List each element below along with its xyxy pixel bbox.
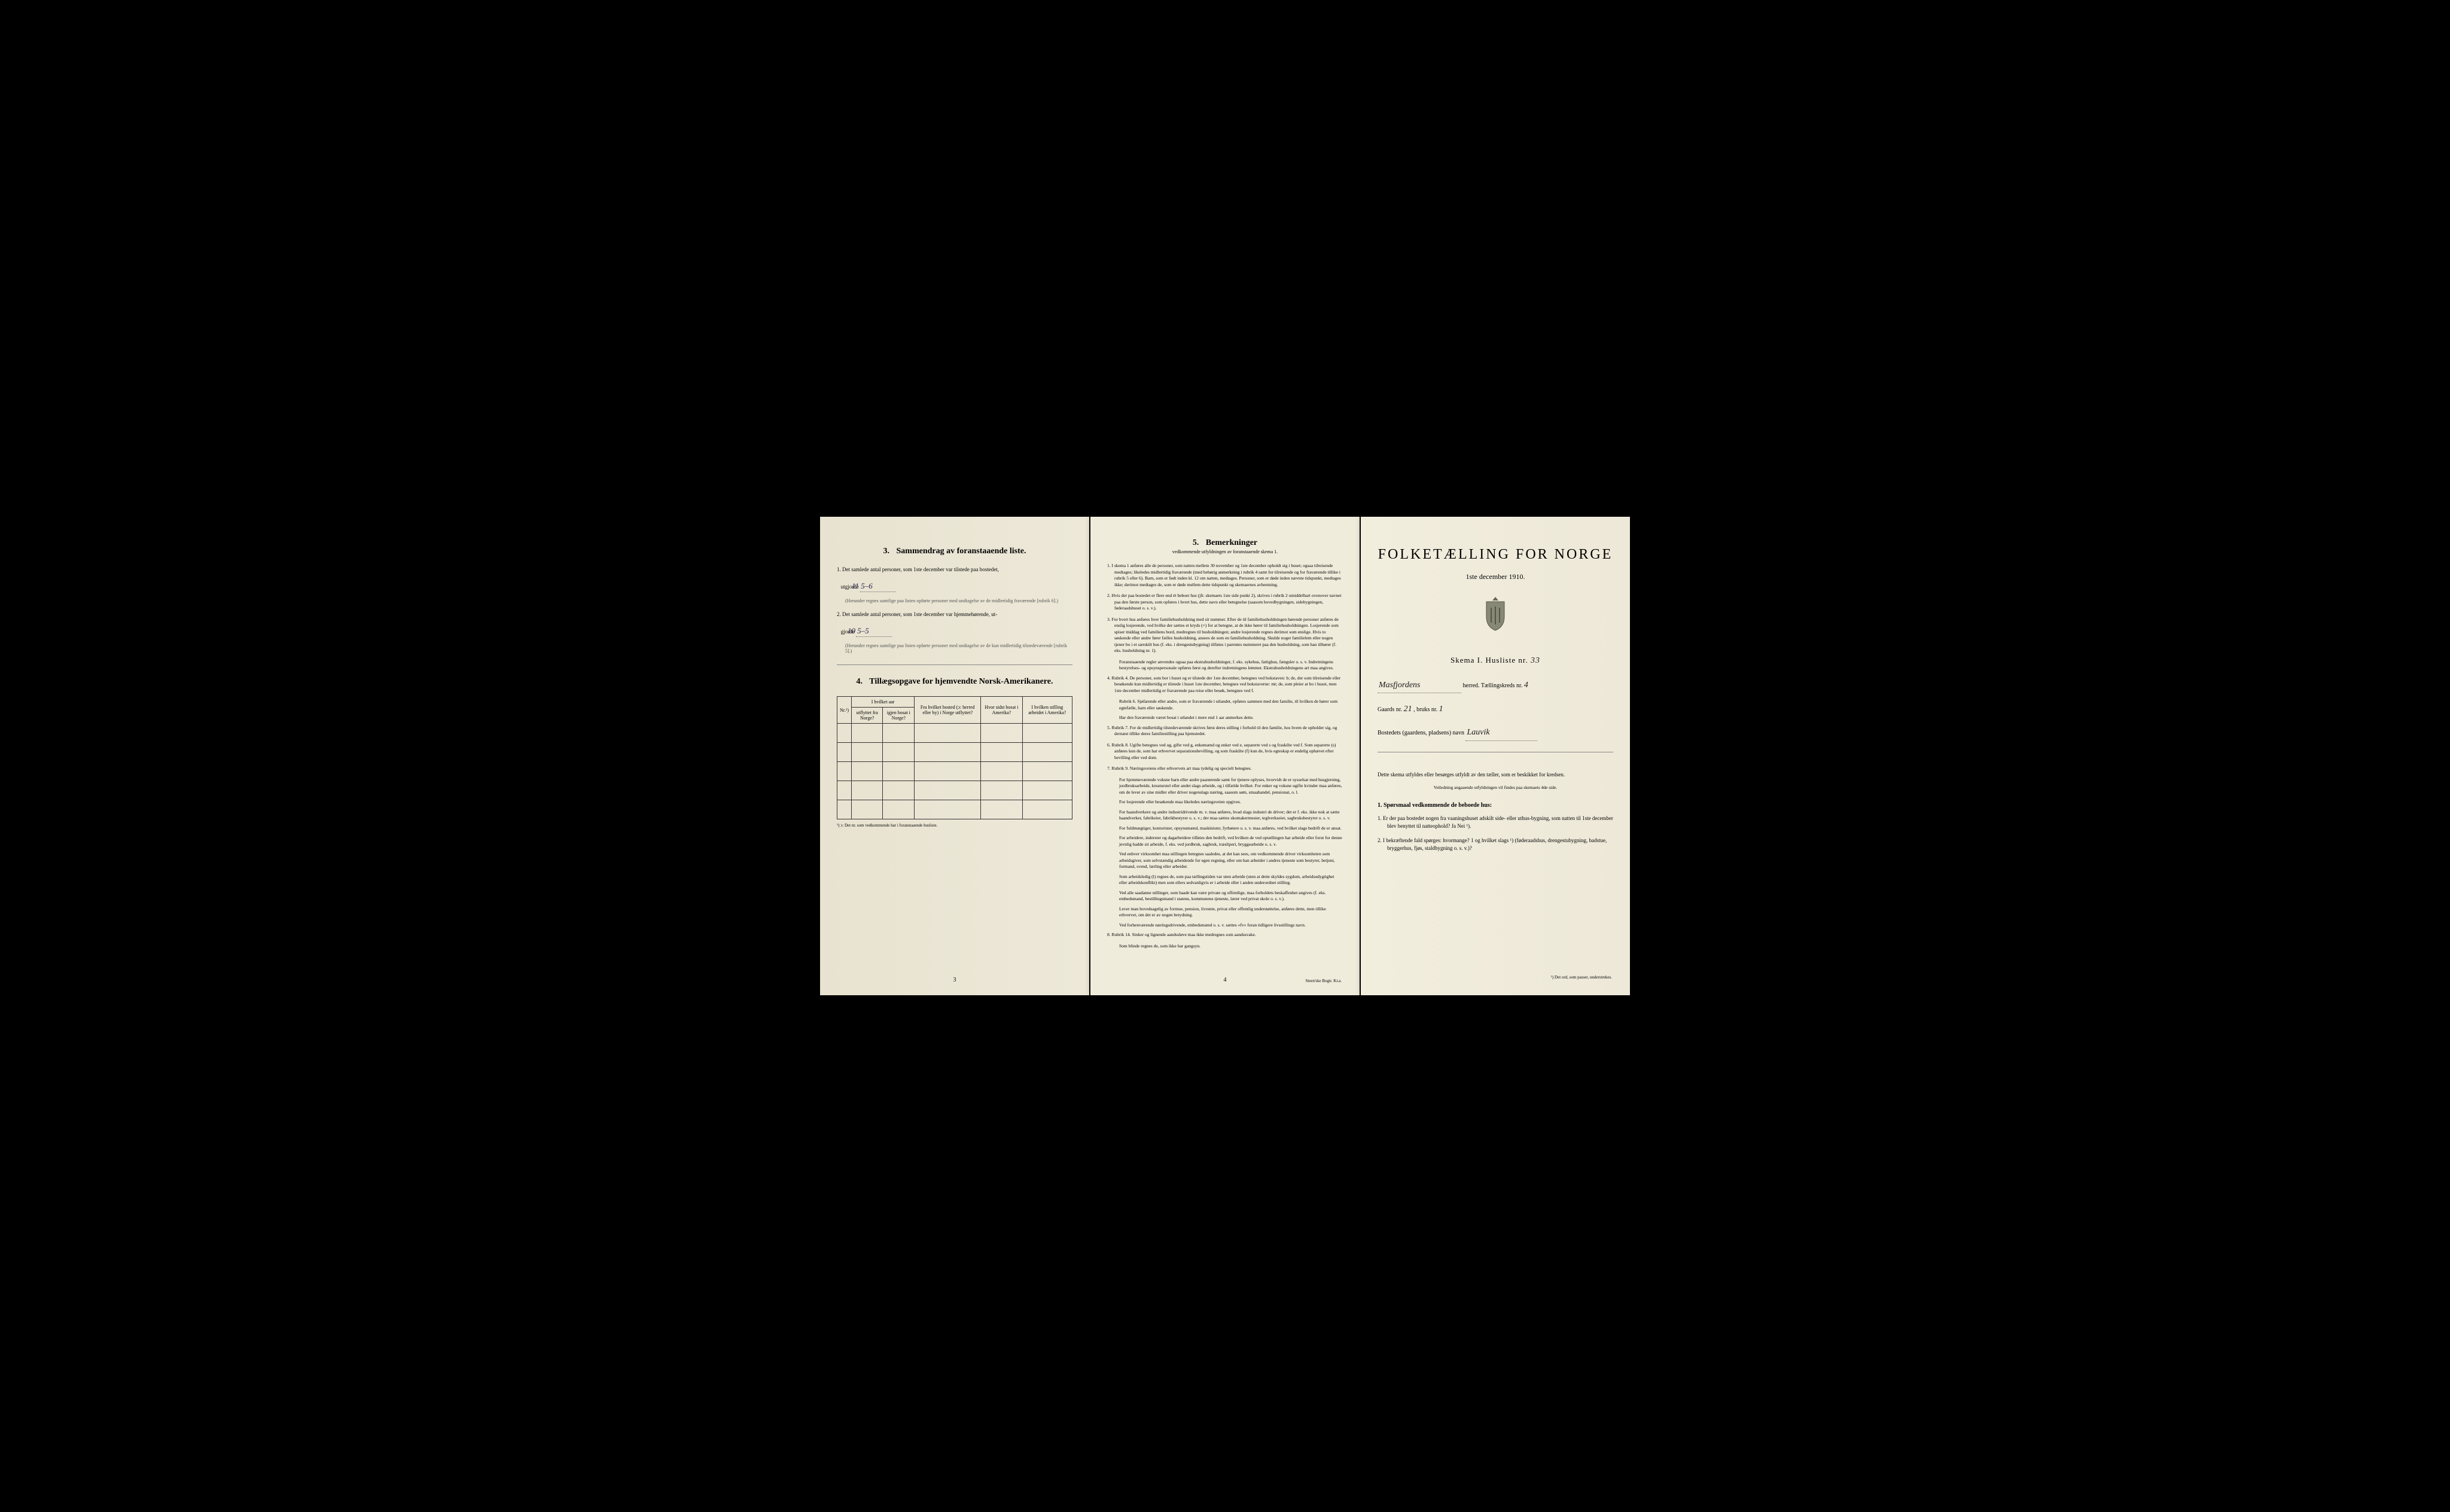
- remark-8: 8. Rubrik 14. Sinker og lignende aandssl…: [1107, 932, 1343, 938]
- remark-3: 3. For hvert hus anføres hver familiehus…: [1107, 617, 1343, 654]
- item-2-text: Det samlede antal personer, som 1ste dec…: [842, 611, 997, 617]
- item-1-num: 1.: [837, 566, 841, 572]
- remark-7g: Som arbeidsledig (l) regnes de, som paa …: [1107, 874, 1343, 886]
- remark-4a: Rubrik 6. Sjøfarende eller andre, som er…: [1107, 699, 1343, 711]
- skema-line: Skema I. Husliste nr. 33: [1378, 656, 1613, 666]
- item-2-num: 2.: [837, 611, 841, 617]
- skema-label: Skema I. Husliste nr.: [1451, 656, 1528, 664]
- question-1: 1. Er der paa bostedet nogen fra vaaning…: [1378, 815, 1613, 831]
- table-row: [837, 743, 1072, 762]
- table-row: [837, 762, 1072, 781]
- coat-of-arms-icon: [1378, 596, 1613, 638]
- cover-footnote: ¹) Det ord, som passer, understrekes.: [1551, 975, 1612, 980]
- remark-7d: For fuldmægtiger, kontorister, opsynsmæn…: [1107, 825, 1343, 832]
- remark-8a: Som blinde regnes de, som ikke har gangs…: [1107, 943, 1343, 950]
- section-5-title: 5. Bemerkninger: [1107, 538, 1343, 548]
- remark-7a: For hjemmeværende voksne barn eller andr…: [1107, 777, 1343, 796]
- summary-item-1: 1. Det samlede antal personer, som 1ste …: [837, 566, 1072, 574]
- main-title: FOLKETÆLLING FOR NORGE: [1378, 547, 1613, 563]
- remark-7h: Ved alle saadanne stillinger, som baade …: [1107, 890, 1343, 903]
- remark-4b: Har den fraværende været bosat i utlande…: [1107, 715, 1343, 721]
- th-nr: Nr.¹): [837, 697, 852, 724]
- section-4-title: 4. Tillægsopgave for hjemvendte Norsk-Am…: [837, 677, 1072, 687]
- page-3: 3. Sammendrag av foranstaaende liste. 1.…: [820, 517, 1089, 995]
- item-1-handwritten: 11 5–6: [860, 580, 896, 593]
- remark-7i: Lever man hovedsagelig av formue, pensio…: [1107, 906, 1343, 919]
- section-4-heading: Tillægsopgave for hjemvendte Norsk-Ameri…: [869, 677, 1053, 686]
- bosted-line: Bostedets (gaardens, pladsens) navn Lauv…: [1378, 725, 1613, 740]
- table-row: [837, 781, 1072, 800]
- remark-7e: For arbeidere, inderster og dagarbeidere…: [1107, 835, 1343, 848]
- bosted-label: Bostedets (gaardens, pladsens) navn: [1378, 730, 1464, 736]
- page-number-4: 4: [1224, 977, 1227, 983]
- th-america: Hvor sidst bosat i Amerika?: [981, 697, 1022, 724]
- census-date: 1ste december 1910.: [1378, 572, 1613, 581]
- th-emigrated: utflyttet fra Norge?: [852, 708, 883, 724]
- summary-item-1-line2: utgjorde 11 5–6: [837, 580, 1072, 593]
- printer-mark: Steen'ske Bogtr. Kr.a.: [1305, 978, 1342, 983]
- remark-1: 1. I skema 1 anføres alle de personer, s…: [1107, 563, 1343, 588]
- question-header: 1. Spørsmaal vedkommende de beboede hus:: [1378, 802, 1613, 809]
- section-5-subtitle: vedkommende utfyldningen av foranstaaend…: [1107, 549, 1343, 554]
- summary-item-2-line2: gjorde 10 5–5: [837, 625, 1072, 638]
- table-row: [837, 800, 1072, 819]
- herred-handwritten: Masfjordens: [1378, 678, 1461, 693]
- remark-7f: Ved enhver virksomhet maa stillingen bet…: [1107, 851, 1343, 870]
- question-2: 2. I bekræftende fald spørges: hvormange…: [1378, 837, 1613, 853]
- remark-7: 7. Rubrik 9. Næringsveiens eller erhverv…: [1107, 766, 1343, 772]
- herred-line: Masfjordens herred. Tællingskreds nr. 4: [1378, 678, 1613, 693]
- page-4: 5. Bemerkninger vedkommende utfyldningen…: [1090, 517, 1360, 995]
- item-2-handwritten: 10 5–5: [856, 625, 892, 638]
- item-2-note: (Herunder regnes samtlige paa listen opf…: [837, 643, 1072, 654]
- item-1-text: Det samlede antal personer, som 1ste dec…: [842, 566, 999, 572]
- section-3-num: 3.: [883, 547, 890, 556]
- divider: [837, 664, 1072, 665]
- page-number-3: 3: [953, 977, 956, 983]
- bruks-label: , bruks nr.: [1413, 706, 1437, 713]
- bosted-handwritten: Lauvik: [1465, 725, 1537, 740]
- bruks-nr-hw: 1: [1439, 705, 1443, 714]
- remark-7c: For haandverkere og andre industridriven…: [1107, 809, 1343, 822]
- table-row: [837, 724, 1072, 743]
- census-document: 3. Sammendrag av foranstaaende liste. 1.…: [820, 517, 1630, 995]
- gaards-label: Gaards nr.: [1378, 706, 1402, 713]
- remark-7j: Ved forhenværende næringsdrivende, embed…: [1107, 922, 1343, 929]
- remark-5: 5. Rubrik 7. For de midlertidig tilstede…: [1107, 725, 1343, 737]
- th-position: I hvilken stilling arbeidet i Amerika?: [1022, 697, 1072, 724]
- instruction-text: Dette skema utfyldes eller besørges utfy…: [1378, 770, 1613, 779]
- remark-4: 4. Rubrik 4. De personer, som bor i huse…: [1107, 675, 1343, 694]
- crown-icon: [1492, 597, 1498, 600]
- remark-6: 6. Rubrik 8. Ugifte betegnes ved ug, gif…: [1107, 742, 1343, 761]
- th-returned: igjen bosat i Norge?: [883, 708, 915, 724]
- americans-table: Nr.¹) I hvilket aar Fra hvilket bosted (…: [837, 696, 1072, 819]
- husliste-nr-hw: 33: [1531, 656, 1540, 665]
- remark-7b: For losjerende eller besøkende maa likel…: [1107, 799, 1343, 806]
- remark-2: 2. Hvis der paa bostedet er flere end ét…: [1107, 593, 1343, 612]
- kreds-nr-hw: 4: [1524, 681, 1528, 690]
- section-3-heading: Sammendrag av foranstaaende liste.: [897, 547, 1026, 556]
- section-3-title: 3. Sammendrag av foranstaaende liste.: [837, 547, 1072, 556]
- section-4-num: 4.: [857, 677, 863, 686]
- section-5-num: 5.: [1193, 538, 1199, 547]
- remark-3-extra: Foranstaaende regler anvendes ogsaa paa …: [1107, 659, 1343, 672]
- summary-item-2: 2. Det samlede antal personer, som 1ste …: [837, 611, 1072, 619]
- table-footnote: ¹) ɔ: Det nr. som vedkommende har i fora…: [837, 823, 1072, 828]
- section-5-heading: Bemerkninger: [1206, 538, 1257, 547]
- herred-suffix: herred. Tællingskreds nr.: [1463, 682, 1523, 689]
- gaards-nr-hw: 21: [1404, 705, 1412, 714]
- th-year: I hvilket aar: [852, 697, 915, 708]
- sub-instruction: Veiledning angaaende utfyldningen vil fi…: [1378, 785, 1613, 790]
- gaards-line: Gaards nr. 21 , bruks nr. 1: [1378, 702, 1613, 717]
- th-from: Fra hvilket bosted (ɔ: herred eller by) …: [915, 697, 981, 724]
- page-cover: FOLKETÆLLING FOR NORGE 1ste december 191…: [1361, 517, 1630, 995]
- item-1-note: (Herunder regnes samtlige paa listen opf…: [837, 598, 1072, 603]
